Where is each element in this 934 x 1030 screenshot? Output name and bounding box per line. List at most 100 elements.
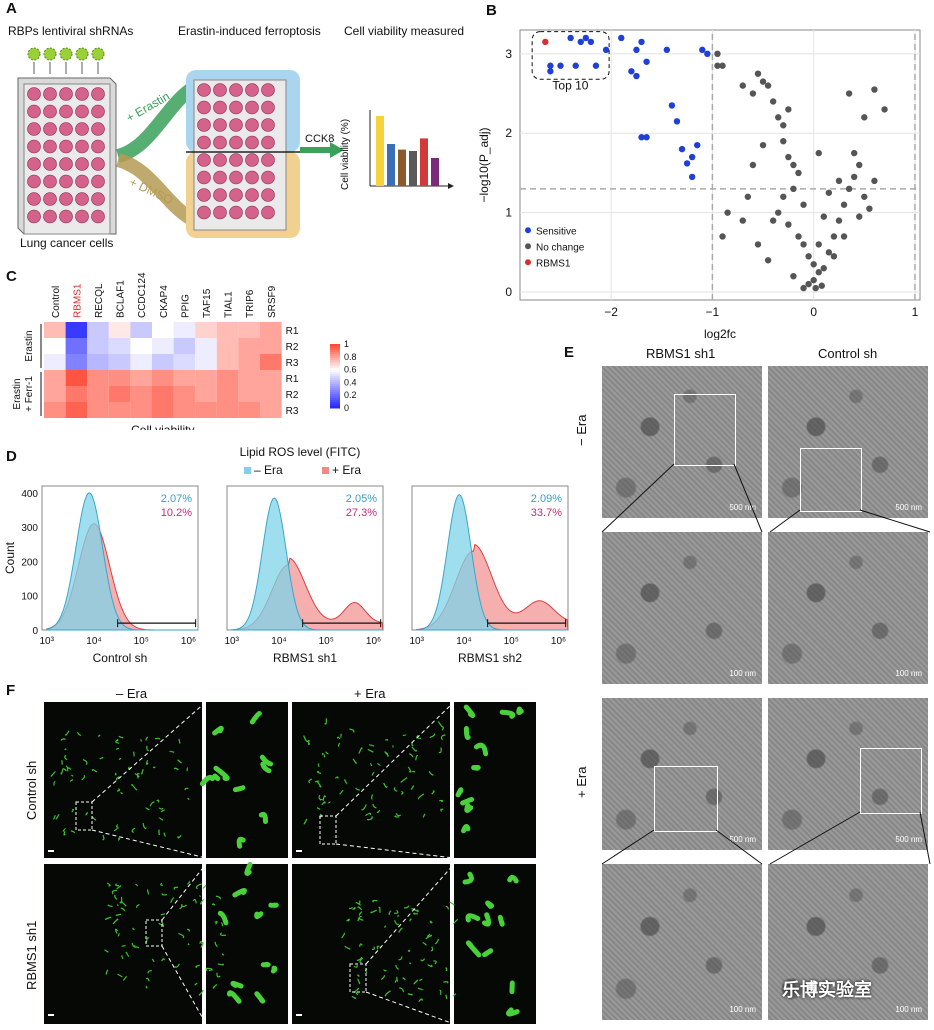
data-point xyxy=(815,269,822,276)
well xyxy=(59,87,73,101)
heatmap-cell xyxy=(152,386,174,402)
mitochondrion xyxy=(317,763,320,767)
y-tick-label: 0 xyxy=(505,285,512,299)
mitochondrion xyxy=(173,886,179,890)
panel-letter-e: E xyxy=(564,344,575,361)
mitochondrion xyxy=(357,915,363,922)
mitochondrion xyxy=(393,920,400,926)
panel-letter-b: B xyxy=(486,2,497,19)
mitochondrion xyxy=(146,760,149,765)
data-point xyxy=(582,34,590,42)
mitochondrion xyxy=(160,921,165,928)
viability-bar xyxy=(431,158,439,186)
heatmap-cell xyxy=(87,386,109,402)
mitochondrion xyxy=(449,901,455,906)
well xyxy=(261,100,275,115)
mitochondrion xyxy=(62,827,66,832)
colorbar-step xyxy=(330,386,340,389)
colorbar-step xyxy=(330,376,340,379)
mitochondrion xyxy=(50,770,56,777)
em-control-minus-zoom: 100 nm xyxy=(768,532,928,684)
heatmap-cell xyxy=(173,354,196,370)
mitochondrion xyxy=(365,812,372,817)
mitochondrion xyxy=(202,884,207,889)
mitochondrion xyxy=(346,918,350,922)
erastin-step-label: Erastin-induced ferroptosis xyxy=(178,24,321,38)
mitochondrion xyxy=(367,748,374,753)
row-label: R3 xyxy=(286,406,299,417)
mitochondrion xyxy=(184,787,189,791)
well xyxy=(197,188,211,202)
column-label: TRIP6 xyxy=(245,289,256,318)
mitochondrion xyxy=(214,921,218,925)
cck8-label: CCK8 xyxy=(305,133,335,145)
mitochondrion xyxy=(131,827,136,834)
well xyxy=(197,170,211,185)
mitochondrion xyxy=(221,953,225,956)
mitochondrion xyxy=(394,979,398,983)
data-point xyxy=(628,68,635,75)
well xyxy=(59,122,73,136)
well xyxy=(261,135,275,150)
f-col-plus-label: + Era xyxy=(354,686,386,701)
mitochondrion xyxy=(440,808,444,812)
y-tick-label: 3 xyxy=(505,47,512,61)
mitochondrion xyxy=(429,733,436,739)
x-tick-label: 10⁶ xyxy=(551,636,566,647)
legend-swatch xyxy=(322,467,329,474)
heatmap-cell xyxy=(195,338,217,354)
mitochondrion xyxy=(408,753,414,758)
heatmap-cell xyxy=(238,338,260,354)
mitochondrion xyxy=(325,751,329,755)
heatmap-cell xyxy=(108,338,131,354)
mitochondrion xyxy=(115,741,120,744)
heatmap-cell xyxy=(216,338,239,354)
data-point xyxy=(800,241,807,248)
mitochondrion xyxy=(376,945,380,950)
data-point xyxy=(820,265,827,272)
mitochondrion xyxy=(418,998,423,1003)
data-point xyxy=(643,134,650,141)
well xyxy=(75,104,89,119)
colorbar-step xyxy=(330,356,340,359)
heatmap-cell xyxy=(108,386,131,402)
heatmap-cell xyxy=(87,338,109,354)
mitochondrion xyxy=(316,780,322,788)
heatmap-cell xyxy=(216,402,239,418)
heatmap-cell xyxy=(65,402,88,418)
mitochondrion xyxy=(118,757,122,761)
mitochondrion xyxy=(69,779,74,782)
data-point xyxy=(769,217,777,224)
heatmap-cell xyxy=(260,322,282,338)
em-zoom-connectors xyxy=(601,463,931,865)
data-point xyxy=(871,177,878,185)
e-row-minus-label: − Era xyxy=(574,414,589,446)
well xyxy=(43,209,57,224)
data-point xyxy=(694,141,701,149)
mitochondrion xyxy=(398,956,403,961)
heatmap-cell xyxy=(130,386,152,402)
well xyxy=(27,139,41,154)
mitochondrion xyxy=(104,916,112,921)
mitochondrion xyxy=(321,801,326,806)
mitochondrion xyxy=(186,767,189,772)
colorbar-step xyxy=(330,348,340,351)
well xyxy=(197,100,211,115)
y-tick-label: 400 xyxy=(21,489,38,500)
mitochondrion xyxy=(376,762,381,766)
data-point xyxy=(790,161,797,169)
data-point xyxy=(567,34,574,42)
em-scale-500nm: 500 nm xyxy=(729,835,756,844)
minus-era-histogram xyxy=(46,492,198,631)
colorbar-step xyxy=(330,378,340,381)
colorbar-step xyxy=(330,404,340,407)
well xyxy=(27,122,41,136)
data-point xyxy=(643,58,650,65)
heatmap-cell xyxy=(44,370,66,386)
x-tick-label: 10⁶ xyxy=(366,636,381,647)
data-point xyxy=(845,185,853,193)
heatmap-cell xyxy=(152,402,174,418)
data-point xyxy=(785,153,792,161)
mitochondrion xyxy=(187,943,190,946)
well xyxy=(229,153,243,167)
